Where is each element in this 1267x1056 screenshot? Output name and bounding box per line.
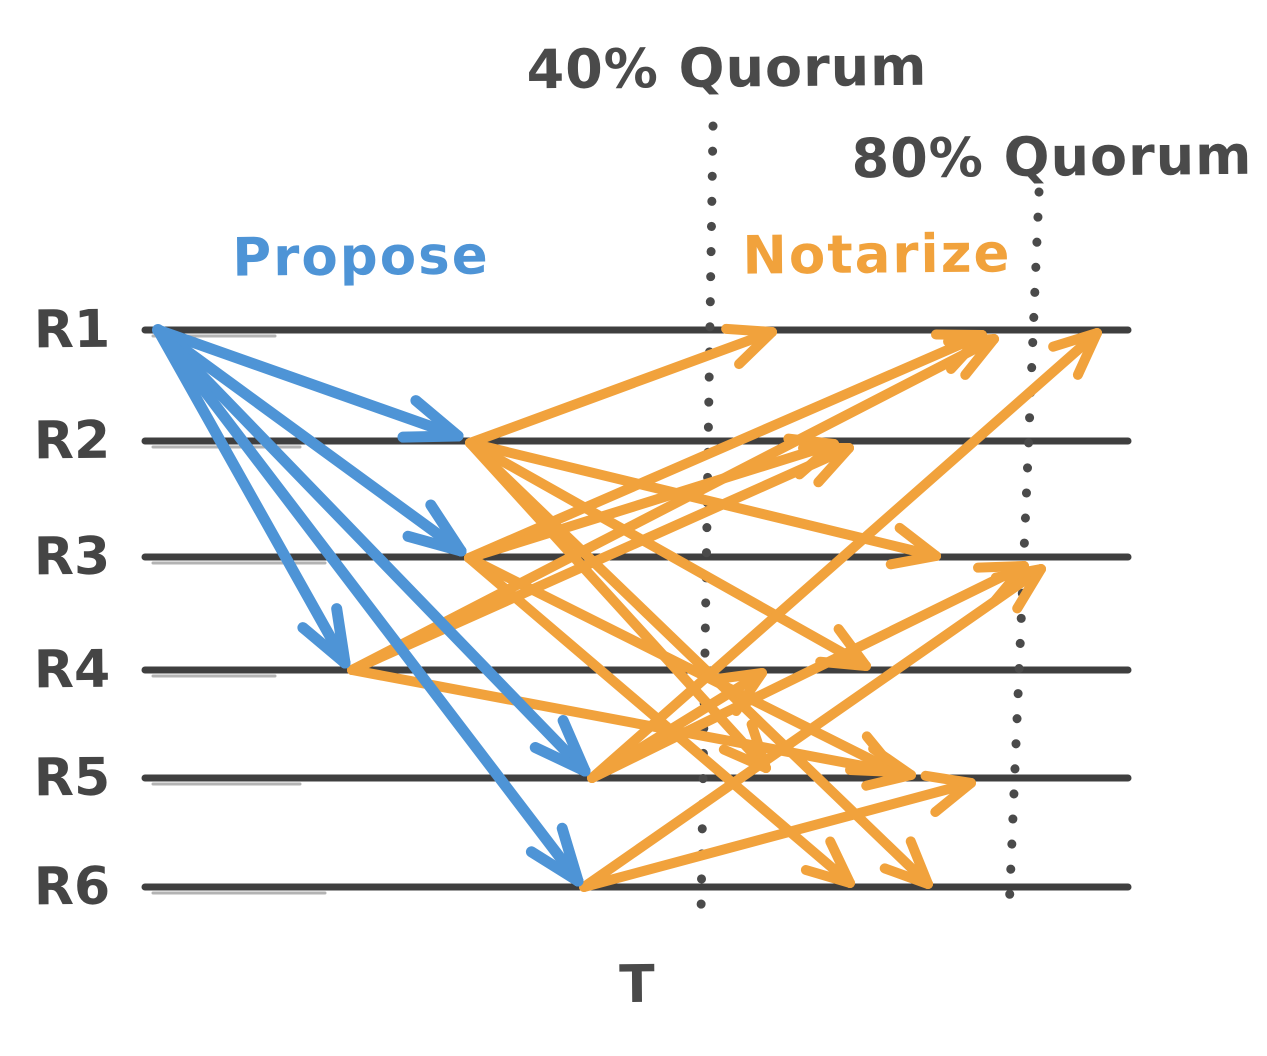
- notarize-arrow: [464, 553, 901, 777]
- notarize-arrow: [465, 438, 871, 671]
- propose-arrow: [152, 324, 351, 669]
- propose-arrow-head: [525, 846, 584, 887]
- propose-label: Propose: [232, 225, 490, 289]
- propose-arrow: [152, 324, 584, 887]
- time-axis-label: T: [618, 954, 656, 1016]
- replica-label: R6: [33, 856, 111, 918]
- notarize-arrow-head: [800, 865, 855, 888]
- notarize-arrow: [465, 327, 777, 448]
- notarize-arrow-head: [905, 836, 933, 889]
- notarize-arrow-head: [990, 564, 1046, 583]
- propose-arrow-head: [425, 499, 467, 557]
- propose-arrow-head: [397, 430, 464, 443]
- notarize-arrow-head: [1012, 564, 1046, 614]
- notarize-arrow-head: [731, 668, 767, 717]
- notarize-label: Notarize: [742, 223, 1012, 287]
- propose-arrow-head: [402, 530, 467, 557]
- notarize-arrow-head: [1072, 328, 1102, 380]
- propose-arrow-head: [556, 822, 584, 887]
- quorum-dotted-line: [696, 121, 718, 917]
- notarize-arrow-head: [885, 551, 941, 570]
- notarize-arrow-head: [721, 323, 777, 337]
- notarize-arrow: [347, 665, 916, 780]
- quorum-80-label: 80% Quorum: [851, 123, 1253, 191]
- notarize-arrow: [587, 668, 767, 783]
- replica-label: R2: [33, 410, 111, 472]
- propose-arrow: [152, 324, 591, 777]
- propose-arrow-head: [557, 715, 591, 777]
- notarize-arrow: [579, 778, 976, 892]
- notarize-arrow: [464, 330, 987, 563]
- notarize-arrow-head: [825, 836, 855, 888]
- notarize-arrow: [587, 328, 1102, 783]
- notarize-arrow: [587, 561, 1029, 783]
- replica-label: R3: [33, 526, 111, 588]
- quorum-40-label: 40% Quorum: [526, 34, 928, 102]
- notarize-arrow-head: [930, 778, 976, 818]
- replica-label: R4: [33, 639, 111, 701]
- notarize-arrow: [347, 334, 999, 675]
- replica-label: R5: [33, 747, 111, 809]
- notarize-arrow-head: [943, 334, 999, 347]
- propose-arrow: [152, 324, 467, 557]
- notarize-arrow: [579, 564, 1046, 892]
- notarize-arrow-head: [894, 522, 941, 561]
- propose-arrow: [152, 324, 464, 442]
- notarize-arrow-head: [879, 863, 933, 889]
- propose-origin-dot: [152, 324, 164, 336]
- propose-arrow-head: [297, 622, 351, 669]
- notarize-arrow-head: [813, 443, 854, 488]
- notarize-arrow-head: [960, 334, 999, 380]
- notarize-arrow-head: [920, 770, 976, 788]
- notarize-arrow-head: [1048, 328, 1102, 352]
- propose-arrow-head: [331, 603, 351, 669]
- notarize-arrow-head: [734, 327, 777, 370]
- quorum-dotted-line: [1004, 187, 1044, 917]
- propose-arrow-head: [410, 395, 464, 442]
- propose-arrow-head: [529, 741, 591, 777]
- replica-label: R1: [33, 299, 111, 361]
- notarize-arrow: [347, 443, 854, 675]
- notarize-arrow-head: [868, 743, 916, 780]
- notarize-arrow-head: [861, 770, 916, 791]
- notarize-arrow: [464, 439, 839, 563]
- notarize-arrow-head: [711, 668, 767, 685]
- notarize-arrow-head: [973, 561, 1029, 573]
